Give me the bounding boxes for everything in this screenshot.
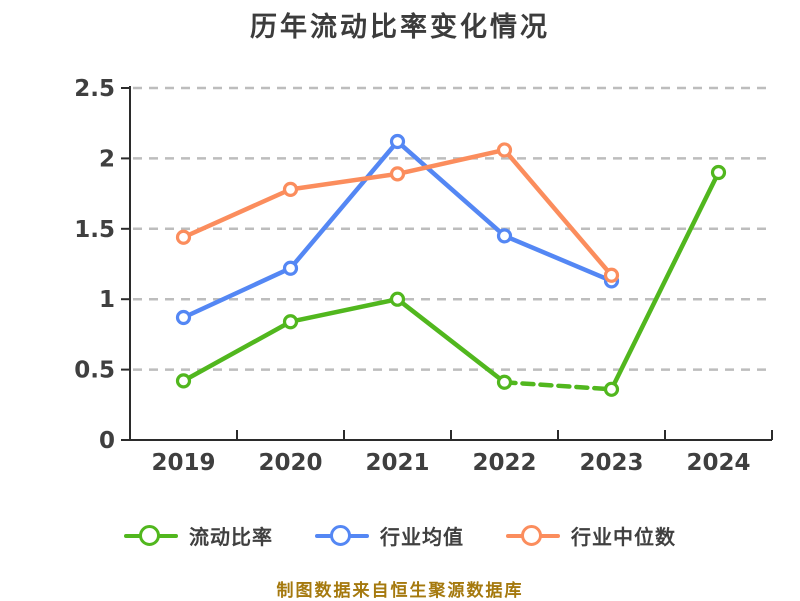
legend-marker-icon bbox=[124, 524, 178, 547]
legend-item-3[interactable]: 行业中位数 bbox=[506, 521, 676, 550]
series-segment-流动比率 bbox=[288, 296, 400, 324]
legend-item-2[interactable]: 行业均值 bbox=[315, 521, 464, 550]
data-source-note: 制图数据来自恒生聚源数据库 bbox=[276, 581, 524, 601]
legend-item-1[interactable]: 流动比率 bbox=[124, 521, 273, 550]
series-segment-流动比率 bbox=[502, 380, 614, 392]
legend-marker-icon bbox=[315, 524, 369, 547]
data-point-行业中位数-2022 bbox=[496, 142, 513, 158]
data-point-流动比率-2023 bbox=[603, 381, 620, 397]
legend-label: 行业中位数 bbox=[571, 525, 676, 549]
x-axis-label: 2019 bbox=[151, 450, 215, 476]
data-point-行业均值-2022 bbox=[496, 228, 513, 244]
series-segment-行业中位数 bbox=[502, 147, 614, 278]
data-point-流动比率-2021 bbox=[389, 291, 406, 307]
chart-title: 历年流动比率变化情况 bbox=[250, 12, 550, 43]
x-axis-label: 2020 bbox=[258, 450, 322, 476]
series-segment-行业中位数 bbox=[395, 147, 507, 177]
y-axis-label: 2 bbox=[99, 146, 115, 172]
series-segment-流动比率 bbox=[609, 170, 721, 392]
y-axis-label: 0.5 bbox=[74, 358, 115, 384]
data-point-行业中位数-2023 bbox=[603, 267, 620, 283]
x-axis-label: 2023 bbox=[579, 450, 643, 476]
x-axis-label: 2024 bbox=[686, 450, 750, 476]
legend-label: 行业均值 bbox=[380, 525, 464, 549]
data-point-流动比率-2022 bbox=[496, 374, 513, 390]
y-axis-label: 1 bbox=[99, 287, 115, 313]
series-segment-行业均值 bbox=[181, 265, 293, 320]
data-point-流动比率-2024 bbox=[710, 164, 727, 181]
legend-label: 流动比率 bbox=[189, 525, 273, 549]
series-segment-行业中位数 bbox=[288, 171, 400, 192]
y-axis-label: 0 bbox=[99, 428, 115, 454]
series-segment-流动比率 bbox=[181, 319, 293, 384]
x-axis-label: 2021 bbox=[365, 450, 429, 476]
data-point-行业中位数-2020 bbox=[282, 181, 299, 197]
data-point-行业均值-2021 bbox=[389, 133, 406, 150]
data-point-行业中位数-2019 bbox=[175, 229, 192, 245]
series-segment-行业均值 bbox=[288, 139, 400, 271]
series-segment-行业均值 bbox=[502, 233, 614, 284]
y-axis-label: 2.5 bbox=[74, 76, 115, 102]
series-segment-流动比率 bbox=[395, 296, 507, 385]
x-axis-label: 2022 bbox=[472, 450, 536, 476]
data-point-流动比率-2019 bbox=[175, 373, 192, 389]
data-point-行业均值-2020 bbox=[282, 260, 299, 276]
data-point-行业均值-2019 bbox=[175, 309, 192, 326]
series-segment-行业中位数 bbox=[181, 187, 293, 240]
series-segment-行业均值 bbox=[395, 139, 507, 239]
data-point-流动比率-2020 bbox=[282, 314, 299, 330]
y-axis-label: 1.5 bbox=[74, 217, 115, 243]
data-point-行业中位数-2021 bbox=[389, 166, 406, 182]
legend-marker-icon bbox=[506, 524, 560, 547]
legend: 流动比率 行业均值 行业中位数 bbox=[0, 521, 800, 550]
